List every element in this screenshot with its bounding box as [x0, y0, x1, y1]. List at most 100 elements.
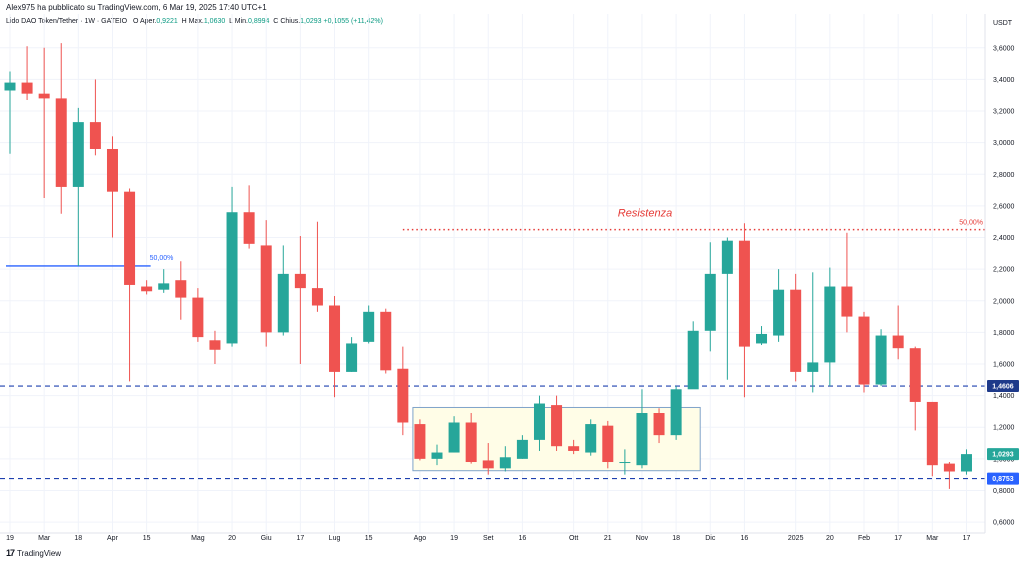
x-tick-label: 17	[296, 535, 304, 542]
candle	[756, 326, 768, 346]
candle	[841, 232, 853, 333]
y-tick-label: 1,6000	[993, 362, 1015, 369]
candle	[482, 443, 494, 475]
candle-body	[260, 245, 272, 333]
price-axis: 0,60000,80001,00001,20001,40001,60001,80…	[984, 14, 1019, 533]
candle	[346, 337, 358, 372]
y-tick-label: 0,8000	[993, 488, 1015, 495]
support-lower-badge: 0,8753	[992, 476, 1014, 483]
candle-body	[807, 362, 819, 372]
x-tick-label: 18	[672, 535, 680, 542]
candle-body	[431, 452, 443, 459]
close-label: C	[273, 18, 279, 25]
candle-body	[721, 240, 733, 274]
candle	[602, 420, 614, 469]
candle-body	[773, 289, 785, 336]
x-tick-label: Ott	[569, 535, 578, 542]
candle	[738, 223, 750, 398]
candle-body	[943, 463, 955, 472]
candle	[4, 71, 16, 154]
candle	[397, 346, 409, 436]
x-tick-label: Mag	[191, 535, 205, 542]
x-tick-label: 2025	[788, 535, 804, 542]
chart-header: Alex975 ha pubblicato su TradingView.com…	[6, 3, 267, 12]
candle-body	[533, 403, 545, 440]
candle	[141, 280, 153, 295]
symbol-name: Lido DAO Token/Tether · 1W · GATEIO	[6, 18, 128, 25]
candle-body	[106, 148, 118, 192]
x-tick-label: 16	[741, 535, 749, 542]
candle-body	[926, 401, 938, 466]
candle	[38, 47, 50, 198]
y-tick-label: 2,8000	[993, 172, 1015, 179]
close-prefix: Chius.	[280, 18, 301, 25]
candle-body	[243, 212, 255, 244]
x-tick-label: Nov	[636, 535, 649, 542]
y-tick-label: 1,2000	[993, 425, 1015, 432]
candle-body	[960, 454, 972, 472]
candle	[943, 462, 955, 489]
support-lower-badge-bg	[987, 472, 1019, 485]
candle-body	[38, 93, 50, 99]
candle-body	[141, 286, 153, 292]
candle	[72, 107, 84, 266]
x-tick-label: Ago	[414, 535, 427, 542]
candle-body	[329, 305, 341, 372]
y-tick-label: 1,4000	[993, 393, 1015, 400]
high-value: 1,0630	[203, 18, 226, 25]
x-tick-label: Mar	[38, 535, 51, 542]
candle	[687, 321, 699, 390]
x-tick-label: Giu	[261, 535, 272, 542]
candle-body	[551, 405, 563, 447]
open-prefix: Aper.	[139, 18, 157, 25]
last-price-badge: 1,0293	[992, 452, 1014, 459]
candle	[209, 330, 221, 364]
y-tick-label: 3,6000	[993, 45, 1015, 52]
open-value: 0,9221	[156, 18, 178, 25]
candle	[277, 245, 289, 336]
candle	[192, 288, 204, 342]
candle-body	[687, 330, 699, 390]
low-label: L	[229, 18, 233, 25]
candle-body	[277, 273, 289, 333]
x-tick-label: 20	[228, 535, 236, 542]
candle	[909, 346, 921, 431]
candle	[226, 186, 238, 347]
candle-body	[226, 212, 238, 344]
annotation-labels: Resistenza 50,00% 50,00%	[150, 208, 983, 262]
candle	[55, 43, 67, 214]
x-tick-label: 17	[894, 535, 902, 542]
candle-body	[824, 286, 836, 363]
support-upper-badge-bg	[987, 380, 1019, 393]
candle-body	[4, 82, 16, 91]
candle-body	[892, 335, 904, 349]
candle	[704, 242, 716, 352]
candle	[892, 305, 904, 360]
candle	[311, 221, 323, 312]
candle	[243, 185, 255, 249]
candle	[960, 449, 972, 475]
tradingview-footer: 17 TradingView	[6, 548, 61, 558]
candle-body	[704, 273, 716, 331]
candle-body	[636, 413, 648, 466]
candle	[175, 261, 187, 320]
currency-label: USDT	[993, 20, 1013, 27]
candle	[516, 435, 528, 459]
candle-body	[756, 333, 768, 344]
change-value: +0,1055 (+11,42%)	[323, 18, 383, 25]
candle	[465, 413, 477, 464]
candle-body	[465, 422, 477, 463]
candle-body	[875, 335, 887, 385]
candle-body	[448, 422, 460, 453]
candle	[21, 46, 33, 100]
last-price-badge-bg	[987, 448, 1019, 461]
candle-body	[653, 413, 665, 436]
candle	[124, 188, 136, 382]
candle-body	[568, 446, 580, 451]
candle-body	[602, 425, 614, 463]
candle-body	[619, 462, 631, 464]
candle-body	[482, 460, 494, 469]
y-tick-label: 2,2000	[993, 267, 1015, 274]
candle-body	[414, 424, 426, 459]
